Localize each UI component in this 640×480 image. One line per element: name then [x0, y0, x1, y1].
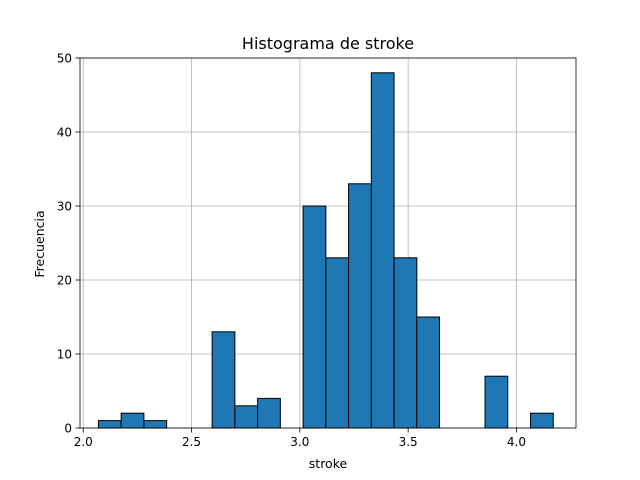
x-axis-label: stroke: [309, 456, 348, 471]
histogram-bar-19: [530, 412, 554, 429]
x-tick-label-1: 2.5: [182, 435, 201, 449]
histogram-bar-7: [257, 397, 281, 429]
histogram-bar-17: [484, 375, 509, 429]
histogram-bar-14: [416, 316, 441, 429]
histogram-bar-11: [348, 183, 372, 429]
histogram-bar-10: [325, 257, 350, 429]
histogram-bar-0: [97, 420, 122, 429]
x-tick-label-3: 3.5: [399, 435, 418, 449]
x-tick-label-4: 4.0: [507, 435, 526, 449]
x-tick-label-2: 3.0: [290, 435, 309, 449]
histogram-bars: [97, 72, 554, 429]
chart-title: Histograma de stroke: [242, 34, 414, 53]
y-axis-ticks: 0 10 20 30 40 50: [57, 52, 80, 436]
y-tick-label-3: 30: [57, 200, 72, 214]
x-axis-ticks: 2.0 2.5 3.0 3.5 4.0: [74, 428, 526, 449]
y-axis-label: Frecuencia: [32, 210, 47, 277]
y-tick-label-5: 50: [57, 52, 72, 66]
histogram-bar-2: [143, 420, 168, 429]
x-tick-label-0: 2.0: [74, 435, 93, 449]
y-tick-label-0: 0: [64, 422, 72, 436]
histogram-bar-6: [234, 405, 259, 429]
histogram-bar-1: [120, 412, 145, 429]
plot-area-frame: [79, 57, 577, 429]
y-tick-label-2: 20: [57, 274, 72, 288]
y-tick-label-1: 10: [57, 348, 72, 362]
histogram-bar-5: [211, 331, 236, 429]
histogram-bar-13: [393, 257, 418, 429]
y-tick-label-4: 40: [57, 126, 72, 140]
histogram-bar-9: [302, 205, 327, 429]
histogram-bar-12: [370, 72, 395, 429]
